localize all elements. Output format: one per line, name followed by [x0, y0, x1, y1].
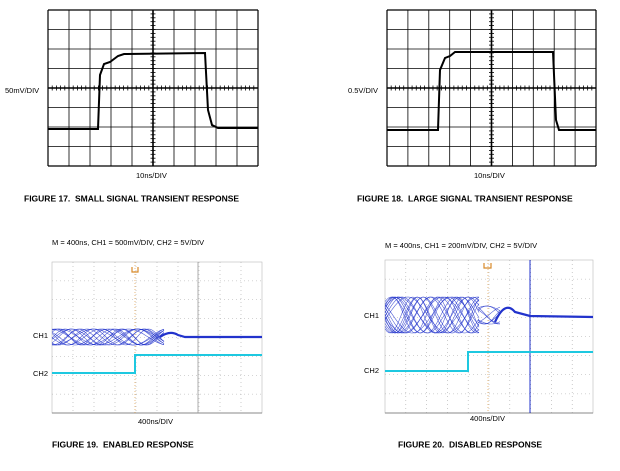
ringing-trace — [51, 328, 165, 346]
x-label: 10ns/DIV — [136, 171, 167, 180]
ringing-trace — [384, 296, 480, 334]
caption: FIGURE 17. SMALL SIGNAL TRANSIENT RESPON… — [24, 193, 239, 203]
ch2-label: CH2 — [364, 366, 379, 375]
ch2-trace — [385, 351, 593, 372]
trigger-marker — [131, 267, 139, 273]
caption: FIGURE 18. LARGE SIGNAL TRANSIENT RESPON… — [357, 193, 573, 203]
x-label: 400ns/DIV — [470, 414, 505, 423]
ringing-trace — [51, 328, 165, 346]
ringing-trace — [384, 296, 480, 334]
caption: FIGURE 20. DISABLED RESPONSE — [398, 439, 542, 449]
ringing-trace — [384, 296, 480, 334]
ringing-trace — [384, 296, 480, 334]
caption: FIGURE 19. ENABLED RESPONSE — [52, 439, 194, 449]
ringing-trace — [384, 296, 480, 334]
y-label: 0.5V/DIV — [348, 86, 378, 95]
ringing-trace — [51, 328, 165, 346]
trigger-marker — [483, 263, 492, 269]
scope-settings: M = 400ns, CH1 = 500mV/DIV, CH2 = 5V/DIV — [52, 238, 204, 247]
ringing-trace — [384, 296, 480, 334]
ch2-label: CH2 — [33, 369, 48, 378]
ringing-trace — [477, 312, 501, 325]
ch2-trace — [52, 354, 262, 374]
ringing-trace — [384, 296, 480, 334]
waveform — [387, 51, 596, 131]
ringing-trace — [51, 328, 165, 346]
ch1-label: CH1 — [33, 331, 48, 340]
ringing-trace — [51, 328, 165, 346]
ringing-trace — [477, 309, 501, 325]
ch1-trace — [159, 331, 262, 339]
x-label: 400ns/DIV — [138, 417, 173, 426]
ch1-label: CH1 — [364, 311, 379, 320]
y-label: 50mV/DIV — [5, 86, 39, 95]
ringing-trace — [384, 296, 480, 334]
ringing-trace — [477, 305, 501, 312]
ringing-trace — [384, 296, 480, 334]
ringing-trace — [51, 328, 165, 346]
ringing-trace — [51, 328, 165, 346]
ch1-trace — [493, 306, 594, 323]
x-label: 10ns/DIV — [474, 171, 505, 180]
scope-settings: M = 400ns, CH1 = 200mV/DIV, CH2 = 5V/DIV — [385, 241, 537, 250]
waveform — [48, 51, 258, 130]
ringing-trace — [384, 296, 480, 334]
